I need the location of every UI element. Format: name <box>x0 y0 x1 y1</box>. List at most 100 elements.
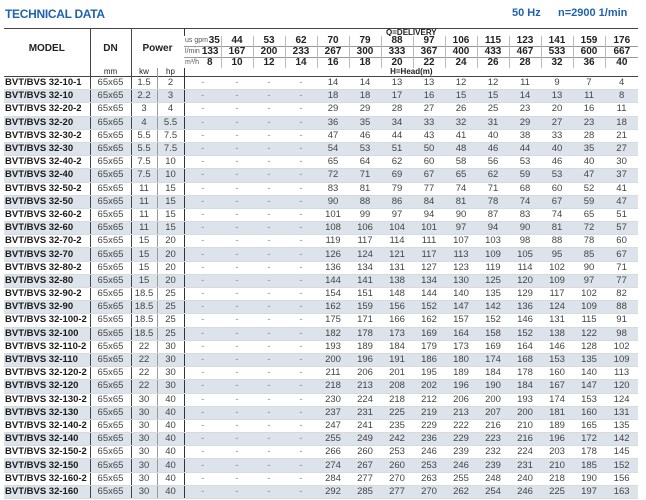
head-cell: - <box>221 393 254 407</box>
head-cell: 138 <box>381 274 414 289</box>
head-cell: 29 <box>349 102 382 117</box>
head-cell: - <box>183 340 222 354</box>
head-cell: - <box>253 366 286 381</box>
head-cell: 71 <box>477 182 510 196</box>
head-cell: 11 <box>509 76 542 91</box>
head-cell: - <box>221 340 254 354</box>
m3h-value-text: 32 <box>551 57 563 68</box>
head-cell: 94 <box>413 208 446 223</box>
gpm-value-text: 176 <box>613 36 631 46</box>
head-cell: 62 <box>477 168 510 183</box>
head-cell: - <box>221 379 254 394</box>
lmin-value: l/min 133 <box>184 47 221 58</box>
head-cell: 223 <box>477 432 510 447</box>
head-cell: - <box>221 155 254 170</box>
head-cell: 40 <box>541 142 574 157</box>
table-row: BVT/BVS 32-160 65x65 30 40- - - -292 285 277 270 2… <box>4 485 639 500</box>
gpm-value: 115 <box>476 36 510 47</box>
head-cell: - <box>253 168 286 183</box>
head-cell: 197 <box>573 485 606 500</box>
kw-cell: 1.5 <box>130 76 157 91</box>
lmin-value-text: 533 <box>548 46 566 57</box>
head-cell: 13 <box>413 76 446 91</box>
hp-cell: 25 <box>156 300 185 315</box>
head-cell: - <box>285 76 318 91</box>
head-cell: - <box>253 353 286 368</box>
head-cell: 239 <box>477 458 510 473</box>
power-header: Power <box>130 28 185 68</box>
head-cell: 74 <box>445 182 478 196</box>
dn-cell: 65x65 <box>89 300 131 315</box>
head-cell: - <box>253 234 286 249</box>
lmin-unit-label: l/min <box>185 48 200 55</box>
head-cell: - <box>285 221 318 236</box>
head-cell: - <box>221 116 254 130</box>
head-cell: 144 <box>413 287 446 302</box>
lmin-value: 667 <box>604 46 639 58</box>
head-cell: 248 <box>477 472 510 486</box>
head-cell: 97 <box>445 221 478 236</box>
model-unit-spacer <box>4 68 90 77</box>
dn-cell: 65x65 <box>89 155 131 170</box>
table-row: BVT/BVS 32-90-2 65x65 18.5 25- - - -154 151 148 1… <box>4 287 639 302</box>
head-cell: - <box>253 208 286 223</box>
head-cell: 267 <box>349 458 382 473</box>
head-cell: 129 <box>509 287 542 302</box>
head-cell: 142 <box>605 432 639 447</box>
m3h-value: 10 <box>220 57 254 68</box>
head-cell: - <box>221 247 254 262</box>
head-cell: - <box>221 182 254 196</box>
head-cell: - <box>285 261 318 275</box>
head-cell: 127 <box>413 261 446 275</box>
head-cell: 164 <box>445 327 478 341</box>
head-cell: 260 <box>349 445 382 460</box>
head-cell: 84 <box>413 195 446 209</box>
head-cell: 91 <box>605 313 639 328</box>
head-cell: 284 <box>317 472 350 486</box>
table-row: BVT/BVS 32-160-2 65x65 30 40- - - -284 277 270 26… <box>4 472 639 486</box>
head-cell: 71 <box>605 261 639 275</box>
model-cell: BVT/BVS 32-160-2 <box>4 472 90 486</box>
head-cell: - <box>183 458 222 473</box>
head-cell: 212 <box>413 393 446 407</box>
head-cell: 35 <box>349 116 382 130</box>
head-cell: - <box>285 102 318 117</box>
head-cell: 135 <box>477 287 510 302</box>
model-cell: BVT/BVS 32-80 <box>4 274 90 289</box>
table-row: BVT/BVS 32-80 65x65 15 20- - - -144 141 138 134 13… <box>4 274 639 289</box>
head-cell: 196 <box>541 432 574 447</box>
kw-cell: 5.5 <box>130 129 157 143</box>
head-cell: 120 <box>605 379 639 394</box>
head-cell: 157 <box>445 313 478 328</box>
head-cell: 164 <box>509 340 542 354</box>
head-cell: - <box>253 76 286 91</box>
table-row: BVT/BVS 32-10 65x65 2.2 3- - - -18 18 17 16 15 15 14… <box>4 89 639 104</box>
hp-cell: 20 <box>156 261 185 275</box>
head-cell: - <box>183 287 222 302</box>
head-cell: 60 <box>541 182 574 196</box>
head-cell: 193 <box>509 393 542 407</box>
title-bar: TECHNICAL DATA 50 Hz n=2900 1/min <box>0 0 646 28</box>
head-cell: 156 <box>605 472 639 486</box>
head-cell: 64 <box>349 155 382 170</box>
table-row: BVT/BVS 32-150 65x65 30 40- - - -274 267 260 253 2… <box>4 458 639 473</box>
head-cell: - <box>285 458 318 473</box>
lmin-value-text: 200 <box>260 46 278 57</box>
head-cell: 160 <box>573 406 606 420</box>
lmin-value: 333 <box>380 46 414 58</box>
head-cell: - <box>253 485 286 500</box>
head-cell: - <box>221 472 254 486</box>
head-cell: 160 <box>541 366 574 381</box>
kw-cell: 30 <box>130 393 157 407</box>
head-cell: - <box>183 89 222 104</box>
head-cell: 134 <box>413 274 446 289</box>
head-cell: 241 <box>349 419 382 434</box>
head-cell: 107 <box>445 234 478 249</box>
dn-cell: 65x65 <box>89 195 131 209</box>
head-cell: 190 <box>477 379 510 394</box>
kw-cell: 15 <box>130 247 157 262</box>
head-cell: 94 <box>477 221 510 236</box>
head-cell: - <box>221 287 254 302</box>
head-cell: 274 <box>317 458 350 473</box>
head-cell: 86 <box>381 195 414 209</box>
